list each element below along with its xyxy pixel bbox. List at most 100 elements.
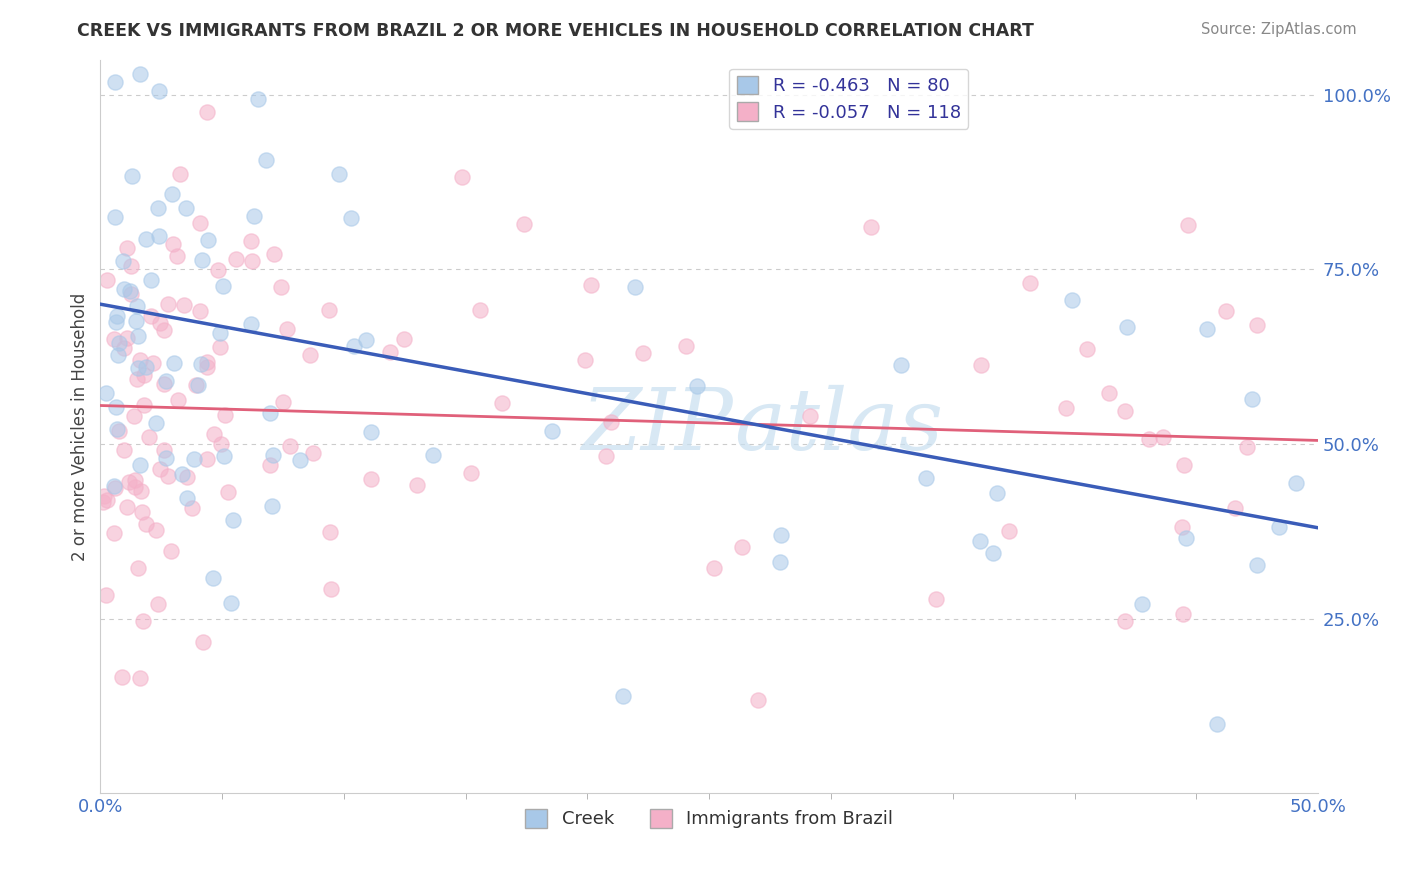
Point: [105, 422, 128, 436]
Point: [125, 300, 148, 314]
Point: [146, 597, 169, 611]
Point: [675, 338, 697, 352]
Point: [96, 386, 118, 401]
Point: [141, 356, 163, 370]
Point: [145, 417, 167, 431]
Point: [184, 378, 207, 392]
Point: [112, 443, 135, 458]
Point: [211, 279, 233, 293]
Point: [128, 352, 150, 367]
Point: [172, 467, 194, 481]
Point: [120, 287, 142, 301]
Point: [491, 395, 513, 409]
Point: [155, 450, 177, 465]
Point: [1114, 614, 1136, 628]
Point: [135, 516, 157, 531]
Point: [1098, 385, 1121, 400]
Point: [1205, 717, 1227, 731]
Point: [202, 571, 225, 585]
Point: [259, 458, 281, 472]
Point: [176, 491, 198, 505]
Point: [120, 259, 142, 273]
Point: [340, 211, 363, 226]
Point: [149, 316, 172, 330]
Point: [127, 372, 149, 386]
Point: [595, 449, 617, 463]
Point: [153, 376, 176, 391]
Point: [1246, 318, 1268, 333]
Point: [112, 253, 135, 268]
Point: [190, 357, 212, 371]
Point: [94, 588, 117, 602]
Point: [1130, 597, 1153, 611]
Point: [202, 427, 225, 442]
Point: [173, 298, 195, 312]
Point: [176, 470, 198, 484]
Point: [354, 334, 377, 348]
Point: [169, 168, 191, 182]
Point: [159, 544, 181, 558]
Point: [219, 596, 242, 610]
Point: [107, 347, 129, 361]
Point: [183, 452, 205, 467]
Point: [259, 406, 281, 420]
Point: [103, 332, 125, 346]
Point: [129, 484, 152, 499]
Point: [209, 437, 232, 451]
Point: [207, 263, 229, 277]
Point: [149, 462, 172, 476]
Point: [1076, 342, 1098, 356]
Point: [91, 495, 114, 509]
Point: [731, 541, 754, 555]
Point: [343, 339, 366, 353]
Point: [156, 296, 179, 310]
Point: [270, 280, 292, 294]
Point: [970, 358, 993, 372]
Point: [1173, 458, 1195, 472]
Point: [214, 408, 236, 422]
Point: [163, 356, 186, 370]
Point: [278, 439, 301, 453]
Point: [1285, 475, 1308, 490]
Point: [631, 346, 654, 360]
Point: [747, 693, 769, 707]
Point: [193, 635, 215, 649]
Point: [187, 377, 209, 392]
Point: [217, 485, 239, 500]
Point: [112, 341, 135, 355]
Point: [117, 500, 139, 514]
Point: [600, 415, 623, 429]
Point: [120, 284, 142, 298]
Point: [1174, 531, 1197, 545]
Point: [1171, 607, 1194, 621]
Point: [135, 359, 157, 374]
Point: [262, 448, 284, 462]
Point: [122, 409, 145, 423]
Point: [103, 526, 125, 541]
Point: [104, 400, 127, 414]
Point: [222, 513, 245, 527]
Text: Source: ZipAtlas.com: Source: ZipAtlas.com: [1201, 22, 1357, 37]
Point: [1268, 519, 1291, 533]
Point: [208, 326, 231, 341]
Point: [1246, 558, 1268, 573]
Point: [112, 282, 135, 296]
Point: [174, 201, 197, 215]
Point: [107, 424, 129, 438]
Y-axis label: 2 or more Vehicles in Household: 2 or more Vehicles in Household: [72, 293, 89, 560]
Point: [579, 278, 602, 293]
Point: [302, 446, 325, 460]
Point: [1019, 276, 1042, 290]
Point: [319, 524, 342, 539]
Point: [319, 582, 342, 597]
Point: [135, 232, 157, 246]
Point: [394, 332, 416, 346]
Point: [162, 237, 184, 252]
Point: [124, 473, 146, 487]
Point: [115, 331, 138, 345]
Point: [197, 234, 219, 248]
Point: [128, 671, 150, 685]
Point: [127, 560, 149, 574]
Point: [239, 317, 262, 331]
Point: [111, 670, 134, 684]
